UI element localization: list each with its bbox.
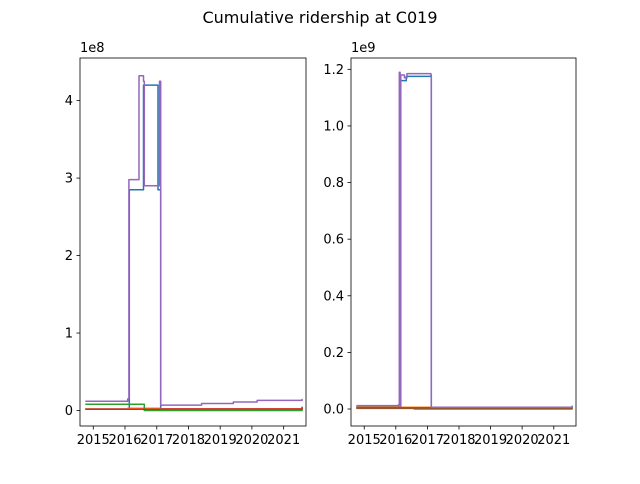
x-tick-label: 2015 <box>348 433 381 448</box>
y-tick-label: 0.8 <box>323 176 344 191</box>
y-tick-label: 3 <box>65 172 73 187</box>
x-tick-label: 2018 <box>442 433 475 448</box>
y-tick-label: 0.6 <box>323 233 344 248</box>
x-tick-label: 2021 <box>537 433 570 448</box>
series-line-4 <box>85 407 303 411</box>
x-tick-label: 2016 <box>108 433 141 448</box>
x-tick-label: 2015 <box>77 433 110 448</box>
plot-area <box>85 75 303 412</box>
x-tick-label: 2019 <box>204 433 237 448</box>
x-tick-label: 2019 <box>474 433 507 448</box>
x-tick-label: 2017 <box>140 433 173 448</box>
y-tick-label: 0 <box>65 404 73 419</box>
y-tick-label: 2 <box>65 249 73 264</box>
plot-area <box>356 71 573 410</box>
y-tick-label: 1.0 <box>323 119 344 134</box>
x-tick-label: 2016 <box>379 433 412 448</box>
x-tick-label: 2020 <box>506 433 539 448</box>
y-offset-label: 1e8 <box>80 41 105 56</box>
series-line-1 <box>356 75 573 409</box>
x-tick-label: 2017 <box>411 433 444 448</box>
y-tick-label: 1.2 <box>323 63 344 78</box>
series-line-5 <box>85 75 303 406</box>
x-tick-label: 2020 <box>235 433 268 448</box>
y-tick-label: 0.0 <box>323 403 344 418</box>
y-tick-label: 1 <box>65 327 73 342</box>
y-tick-label: 0.4 <box>323 289 344 304</box>
series-line-3 <box>85 403 303 412</box>
series-line-1 <box>85 84 303 410</box>
x-tick-label: 2018 <box>172 433 205 448</box>
y-tick-label: 4 <box>65 94 73 109</box>
axes-frame <box>350 57 577 427</box>
x-tick-label: 2021 <box>267 433 300 448</box>
y-tick-label: 0.2 <box>323 346 344 361</box>
series-line-5 <box>356 71 573 409</box>
y-offset-label: 1e9 <box>351 41 376 56</box>
figure-title: Cumulative ridership at C019 <box>202 8 437 27</box>
axes-frame <box>79 57 307 427</box>
